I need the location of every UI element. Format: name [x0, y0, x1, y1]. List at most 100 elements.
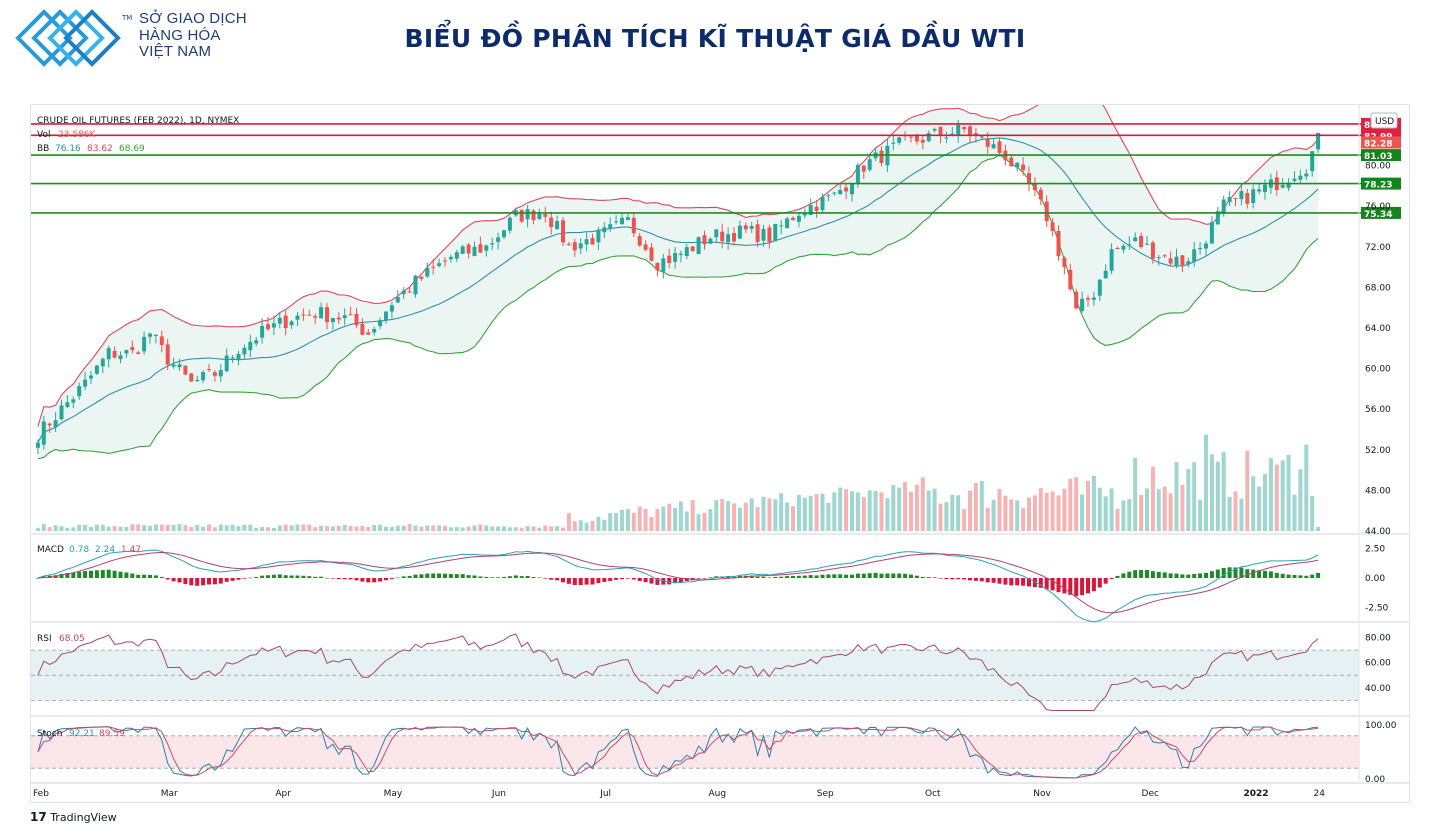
candle-body — [1038, 189, 1043, 200]
macd-histogram-bar — [1174, 573, 1179, 578]
candle-body — [1139, 235, 1144, 247]
macd-histogram-bar — [519, 576, 524, 578]
candle-body — [897, 137, 902, 143]
macd-signal-line — [37, 551, 1319, 614]
macd-histogram-bar — [525, 576, 530, 578]
candle-body — [773, 224, 778, 242]
macd-histogram-bar — [1086, 578, 1090, 594]
candle-body — [65, 402, 70, 407]
candle-body — [549, 217, 554, 227]
candle-body — [112, 350, 117, 358]
macd-histogram-bar — [472, 575, 477, 578]
candle-body — [1298, 175, 1303, 180]
stoch-k-line — [37, 726, 1319, 779]
macd-histogram-bar — [1032, 578, 1037, 588]
macd-histogram-bar — [637, 578, 642, 581]
volume-bar — [77, 524, 82, 531]
candle-body — [460, 246, 465, 254]
macd-histogram-bar — [1304, 575, 1309, 578]
candle-body — [1068, 269, 1073, 290]
volume-bar — [932, 488, 937, 531]
candle-body — [336, 317, 341, 320]
macd-histogram-bar — [1268, 571, 1273, 578]
volume-bar — [366, 527, 371, 531]
candle-body — [348, 314, 353, 316]
volume-bar — [938, 503, 943, 531]
macd-histogram-bar — [1062, 578, 1067, 594]
macd-histogram-bar — [1168, 573, 1173, 578]
macd-histogram-bar — [608, 578, 613, 581]
candle-body — [844, 187, 849, 192]
candle-body — [301, 314, 306, 316]
macd-histogram-bar — [260, 575, 265, 578]
rsi-legend-value: 68.05 — [59, 634, 85, 644]
x-tick-label: Sep — [817, 789, 834, 799]
macd-histogram-bar — [873, 572, 878, 578]
macd-histogram-bar — [867, 573, 872, 578]
candle-body — [1186, 261, 1191, 265]
price-tag-label: 81.03 — [1364, 152, 1392, 162]
volume-bar — [549, 526, 554, 531]
macd-y-tick: -2.50 — [1365, 603, 1389, 613]
volume-bar — [224, 525, 229, 531]
macd-histogram-bar — [348, 578, 353, 580]
volume-bar — [437, 525, 442, 531]
volume-bar — [962, 509, 967, 531]
macd-histogram-bar — [207, 578, 211, 585]
macd-histogram-bar — [602, 578, 607, 582]
volume-bar — [289, 525, 294, 531]
volume-bar — [94, 524, 99, 531]
macd-histogram-bar — [749, 575, 754, 578]
candle-body — [625, 217, 630, 221]
macd-histogram-bar — [313, 576, 318, 578]
candle-body — [944, 137, 949, 139]
x-tick-label: Jun — [491, 789, 506, 799]
volume-bar — [319, 525, 324, 531]
candle-body — [779, 225, 784, 227]
volume-bar — [1044, 492, 1049, 531]
bb-legend-lower: 68.69 — [119, 144, 145, 154]
volume-bar — [690, 500, 695, 531]
candle-body — [490, 243, 495, 245]
candle-body — [702, 235, 707, 245]
volume-bar — [112, 526, 117, 531]
volume-bar — [1009, 499, 1014, 531]
volume-bar — [1209, 454, 1214, 531]
candle-body — [985, 139, 990, 147]
candle-body — [867, 159, 872, 170]
macd-histogram-bar — [118, 571, 123, 578]
logo-line-3: VIỆT NAM — [139, 43, 212, 60]
candle-body — [909, 136, 913, 138]
candle-body — [1150, 242, 1155, 259]
candle-body — [47, 423, 52, 426]
macd-histogram-bar — [820, 574, 825, 578]
volume-bar — [1298, 469, 1303, 531]
volume-bar — [1145, 488, 1149, 531]
macd-histogram-bar — [248, 577, 253, 579]
candle-body — [159, 336, 164, 345]
candle-body — [1050, 222, 1055, 231]
macd-histogram-bar — [1145, 569, 1149, 578]
candle-body — [678, 253, 683, 255]
candle-body — [920, 139, 925, 143]
macd-histogram-bar — [1050, 578, 1055, 591]
candle-body — [531, 210, 536, 221]
volume-bar — [484, 525, 489, 531]
candle-body — [1021, 164, 1026, 171]
volume-bar — [189, 526, 194, 531]
stoch-d-line — [37, 726, 1319, 779]
volume-bar — [89, 526, 93, 531]
macd-histogram-bar — [1097, 578, 1102, 588]
candle-body — [1015, 162, 1020, 168]
x-tick-label: Feb — [33, 789, 49, 799]
candle-body — [35, 442, 40, 448]
candle-body — [1221, 199, 1226, 214]
bb-band-fill — [37, 78, 1319, 459]
candle-body — [578, 243, 583, 249]
macd-histogram-bar — [1021, 578, 1026, 586]
volume-bar — [431, 525, 436, 531]
volume-bar — [561, 527, 565, 531]
volume-bar — [1062, 488, 1067, 531]
macd-histogram-bar — [59, 573, 64, 578]
